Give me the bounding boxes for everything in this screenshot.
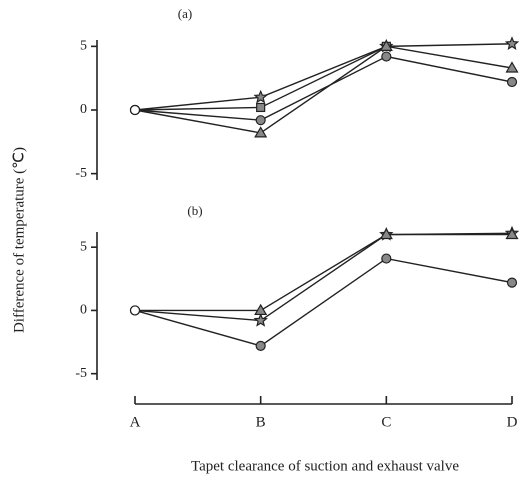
- series-line: [134, 257, 513, 347]
- marker: [379, 39, 393, 51]
- series-line: [134, 232, 513, 322]
- y-tick-label: 5: [80, 39, 87, 54]
- y-axis-label: Difference of temperature (℃): [11, 147, 27, 333]
- panel-title: (a): [178, 6, 192, 21]
- marker: [254, 126, 268, 138]
- x-tick-label: D: [507, 414, 518, 430]
- x-tick-label: A: [130, 414, 141, 430]
- marker: [255, 340, 266, 351]
- y-tick-label: 5: [80, 239, 87, 254]
- series-line: [135, 233, 512, 312]
- marker: [504, 36, 520, 50]
- marker: [505, 227, 519, 240]
- marker: [505, 61, 519, 73]
- marker: [506, 76, 518, 88]
- marker: [129, 305, 141, 316]
- series-line: [134, 45, 513, 134]
- x-axis-label: Tapet clearance of suction and exhaust v…: [191, 458, 459, 474]
- panel-title: (b): [187, 203, 202, 218]
- marker: [253, 312, 268, 327]
- series-line: [134, 43, 513, 111]
- marker: [253, 89, 268, 104]
- marker: [379, 227, 393, 240]
- marker: [254, 303, 268, 316]
- series-line: [134, 55, 513, 121]
- y-tick-label: -5: [75, 366, 87, 381]
- marker: [381, 51, 392, 62]
- x-tick-label: B: [256, 414, 266, 430]
- y-tick-label: 0: [80, 102, 87, 117]
- marker: [256, 102, 266, 113]
- x-tick-label: C: [381, 414, 391, 430]
- marker: [129, 104, 141, 116]
- y-tick-label: -5: [75, 166, 87, 181]
- marker: [255, 115, 266, 126]
- marker: [381, 253, 392, 264]
- y-tick-label: 0: [80, 303, 87, 318]
- marker: [506, 277, 518, 288]
